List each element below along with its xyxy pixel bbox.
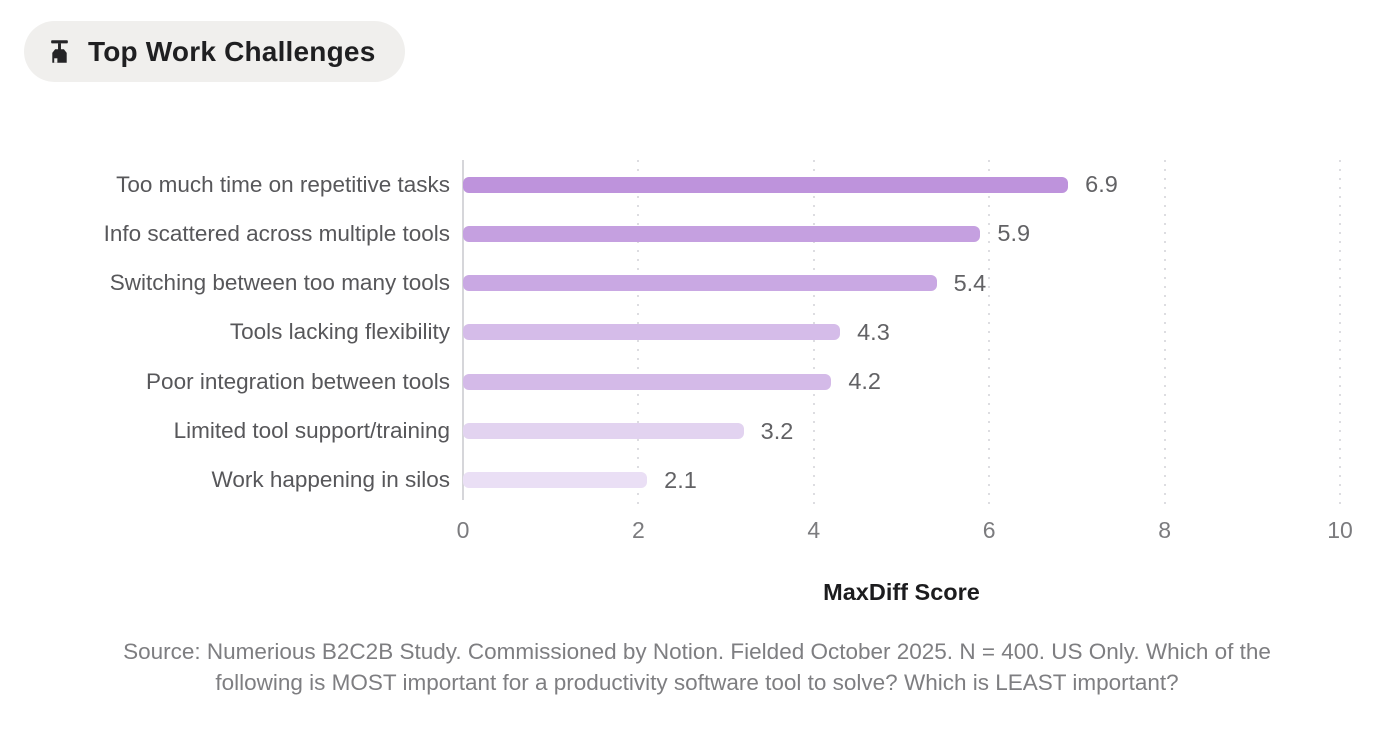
bar xyxy=(463,423,744,440)
bar-row: Limited tool support/training 3.2 xyxy=(0,406,1394,455)
value-label: 5.9 xyxy=(997,220,1031,247)
x-tick-label: 4 xyxy=(807,517,821,543)
gridline xyxy=(1163,160,1166,505)
source-note: Source: Numerious B2C2B Study. Commissio… xyxy=(42,637,1352,698)
bar xyxy=(463,275,937,292)
category-label: Poor integration between tools xyxy=(146,368,450,394)
bar xyxy=(463,176,1069,193)
bar-row: Poor integration between tools 4.2 xyxy=(0,357,1394,406)
x-tick-label: 8 xyxy=(1158,517,1171,543)
value-label: 6.9 xyxy=(1085,171,1118,198)
category-label: Tools lacking flexibility xyxy=(229,319,450,345)
source-line-2: following is MOST important for a produc… xyxy=(215,669,1179,695)
bar-row: Info scattered across multiple tools 5.9 xyxy=(0,209,1394,258)
category-label: Switching between too many tools xyxy=(109,270,450,296)
bar xyxy=(463,472,648,489)
source-line-1: Source: Numerious B2C2B Study. Commissio… xyxy=(123,639,1271,664)
broom-icon xyxy=(46,37,73,67)
value-label: 2.1 xyxy=(664,466,697,493)
x-axis-title: MaxDiff Score xyxy=(823,579,980,605)
bar xyxy=(463,324,841,341)
value-label: 4.2 xyxy=(848,368,881,395)
value-label: 4.3 xyxy=(857,318,890,345)
x-tick-label: 0 xyxy=(456,517,470,543)
x-axis-ticks: 0 2 4 6 8 10 xyxy=(0,517,1394,547)
value-label: 5.4 xyxy=(953,269,987,296)
x-tick-label: 10 xyxy=(1327,517,1353,543)
gridline xyxy=(988,160,991,505)
bar-rows: Too much time on repetitive tasks 6.9 Info… xyxy=(0,160,1394,505)
gridline xyxy=(1339,160,1341,505)
x-tick-label: 6 xyxy=(982,517,996,543)
bar-row: Work happening in silos 2.1 xyxy=(0,456,1394,505)
category-label: Info scattered across multiple tools xyxy=(103,220,450,246)
category-label: Limited tool support/training xyxy=(173,418,450,444)
bar-row: Tools lacking flexibility 4.3 xyxy=(0,308,1394,357)
category-label: Too much time on repetitive tasks xyxy=(116,171,450,197)
chart-title: Top Work Challenges xyxy=(88,35,376,67)
bar xyxy=(463,225,981,242)
chart-title-badge: Top Work Challenges xyxy=(24,21,406,82)
bar-row: Too much time on repetitive tasks 6.9 xyxy=(0,160,1394,209)
bar-row: Switching between too many tools 5.4 xyxy=(0,259,1394,308)
bar xyxy=(463,373,832,390)
value-label: 3.2 xyxy=(760,417,794,444)
x-tick-label: 2 xyxy=(631,517,645,543)
category-label: Work happening in silos xyxy=(211,467,450,493)
